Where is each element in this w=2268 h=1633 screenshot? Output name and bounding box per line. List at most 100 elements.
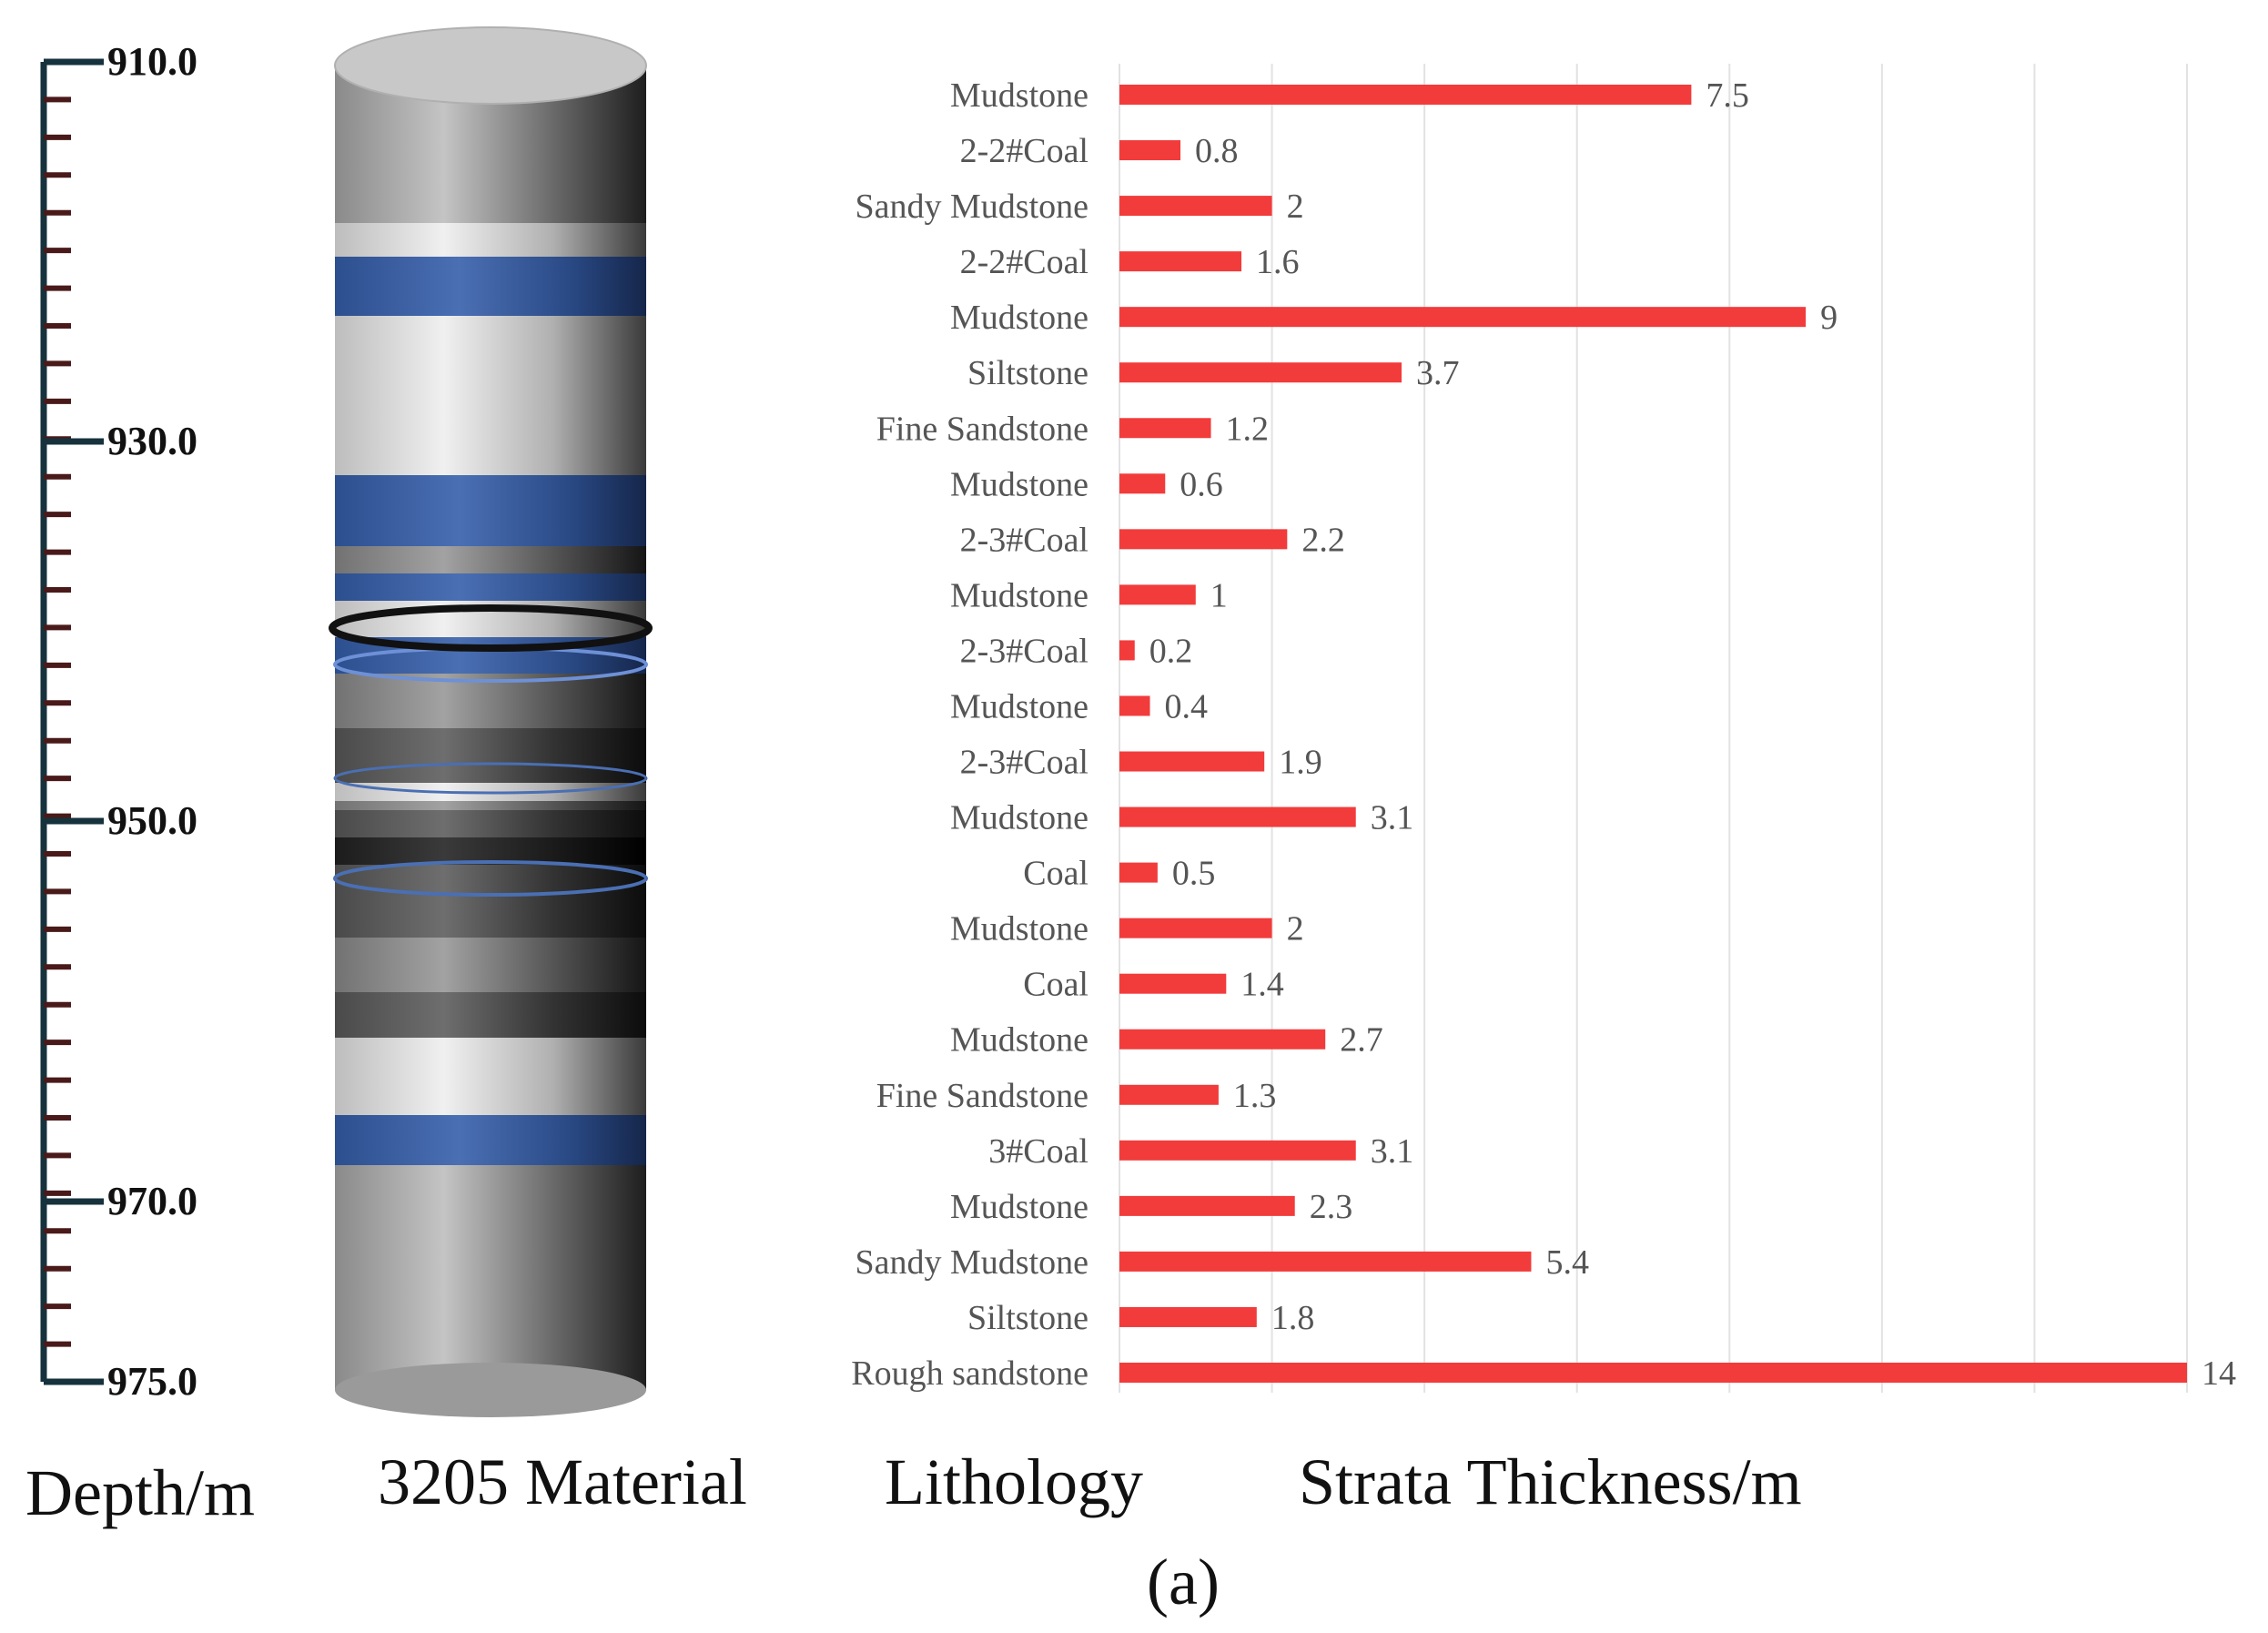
thickness-value-label: 1.4	[1240, 966, 1284, 1004]
depth-axis-title: Depth/m	[25, 1456, 255, 1529]
lithology-label: Coal	[1023, 966, 1088, 1004]
thickness-value-label: 7.5	[1706, 76, 1749, 115]
lithology-label: 2-2#Coal	[960, 132, 1088, 170]
thickness-value-label: 1.8	[1271, 1299, 1315, 1337]
gray-layer	[335, 938, 646, 992]
seam-line	[333, 762, 648, 795]
lithology-label: Mudstone	[950, 687, 1088, 725]
column-title: 3205 Material	[378, 1445, 747, 1518]
thickness-title: Strata Thickness/m	[1299, 1445, 1802, 1518]
thickness-value-label: 2.2	[1301, 521, 1345, 559]
light-layer	[335, 1038, 646, 1129]
lithology-label: Mudstone	[950, 299, 1088, 337]
column-top	[334, 26, 647, 105]
thickness-bar	[1119, 1084, 1219, 1105]
lithology-label: Rough sandstone	[851, 1354, 1088, 1393]
lithology-label: 3#Coal	[988, 1132, 1088, 1171]
column-bottom	[335, 1363, 646, 1417]
thickness-bar	[1119, 196, 1272, 217]
figure-caption: (a)	[1147, 1546, 1220, 1618]
thickness-bar	[1119, 1029, 1326, 1050]
bars	[1119, 85, 2187, 1383]
thickness-value-label: 0.6	[1180, 465, 1223, 503]
thickness-bar	[1119, 584, 1196, 605]
thickness-bar	[1119, 751, 1265, 772]
seam-line	[329, 604, 653, 652]
lithology-labels: Mudstone 2-2#Coal Sandy Mudstone 2-2#Coal Mu…	[851, 76, 1088, 1393]
thickness-bar	[1119, 1140, 1356, 1161]
thickness-value-label: 0.4	[1165, 687, 1209, 725]
depth-tick-label: 975.0	[107, 1359, 197, 1404]
strata-column	[329, 26, 653, 1417]
thickness-bar	[1119, 529, 1288, 550]
thickness-bar	[1119, 140, 1181, 161]
blue-layer	[335, 257, 646, 316]
lithology-label: Mudstone	[950, 799, 1088, 837]
thickness-value-label: 5.4	[1545, 1243, 1589, 1282]
dark-layer	[335, 728, 646, 783]
depth-tick-label: 970.0	[107, 1179, 197, 1223]
thickness-bar	[1119, 473, 1166, 494]
lithology-label: Sandy Mudstone	[856, 1243, 1089, 1282]
thickness-bar	[1119, 695, 1150, 716]
thickness-value-label: 14	[2202, 1354, 2236, 1393]
thickness-bar	[1119, 862, 1158, 883]
thickness-value-label: 0.2	[1149, 632, 1193, 670]
thickness-value-label: 1.6	[1256, 243, 1300, 281]
light-layer	[335, 316, 646, 475]
lithology-label: 2-2#Coal	[960, 243, 1088, 281]
lithology-label: Mudstone	[950, 465, 1088, 503]
blue-layer	[335, 573, 646, 601]
thickness-value-label: 3.7	[1416, 354, 1460, 392]
thickness-value-label: 1.3	[1233, 1077, 1277, 1115]
lithology-label: 2-3#Coal	[960, 632, 1088, 670]
thickness-bar	[1119, 973, 1227, 994]
lithology-label: Fine Sandstone	[876, 410, 1088, 448]
seam-line	[333, 860, 648, 897]
thickness-bar	[1119, 640, 1135, 661]
gray-layer	[335, 1165, 646, 1390]
lithology-label: Coal	[1023, 855, 1088, 893]
thickness-value-label: 3.1	[1371, 1132, 1414, 1171]
depth-tick-label: 930.0	[107, 419, 197, 463]
dark-layer	[335, 992, 646, 1038]
thickness-value-label: 2	[1287, 910, 1304, 948]
thickness-value-label: 1	[1210, 576, 1228, 614]
thickness-bar	[1119, 307, 1807, 328]
thickness-bar	[1119, 362, 1402, 383]
lithology-label: Siltstone	[967, 354, 1088, 392]
thickness-value-label: 1.9	[1279, 744, 1322, 782]
thickness-value-label: 0.5	[1172, 855, 1216, 893]
depth-ticks	[44, 58, 104, 1385]
depth-tick-labels: 910.0 930.0 950.0 970.0 975.0	[107, 39, 197, 1404]
lithology-label: Mudstone	[950, 910, 1088, 948]
blue-layer	[335, 1115, 646, 1165]
lithology-label: Mudstone	[950, 576, 1088, 614]
lithology-label: Siltstone	[967, 1299, 1088, 1337]
thickness-value-labels: 7.5 0.8 2 1.6 9 3.7 1.20.6 2.2 1 0.2 0.4 1.9 3.1 0.5 2…	[1149, 76, 2236, 1393]
strata-thickness-chart: Mudstone 2-2#Coal Sandy Mudstone 2-2#Coal Mu…	[851, 64, 2236, 1393]
thickness-bar	[1119, 1251, 1532, 1272]
thickness-bar	[1119, 1306, 1257, 1327]
thickness-value-label: 2.7	[1340, 1021, 1383, 1060]
thickness-bar	[1119, 251, 1242, 272]
lithology-title: Lithology	[885, 1445, 1143, 1518]
depth-scale: 910.0 930.0 950.0 970.0 975.0	[40, 39, 197, 1404]
thickness-value-label: 3.1	[1371, 799, 1414, 837]
dark-layer	[335, 865, 646, 938]
gridlines	[1119, 64, 2188, 1393]
thickness-value-label: 2.3	[1310, 1188, 1353, 1226]
thickness-bar	[1119, 418, 1211, 439]
thickness-value-label: 2	[1287, 188, 1304, 226]
lithology-label: Mudstone	[950, 76, 1088, 115]
lithology-label: 2-3#Coal	[960, 521, 1088, 559]
lithology-label: Mudstone	[950, 1188, 1088, 1226]
depth-tick-label: 950.0	[107, 798, 197, 843]
thickness-value-label: 1.2	[1226, 410, 1270, 448]
lithology-label: Fine Sandstone	[876, 1077, 1088, 1115]
thickness-bar	[1119, 918, 1272, 938]
lithology-label: 2-3#Coal	[960, 744, 1088, 782]
lithology-label: Mudstone	[950, 1021, 1088, 1060]
thickness-bar	[1119, 1195, 1295, 1216]
